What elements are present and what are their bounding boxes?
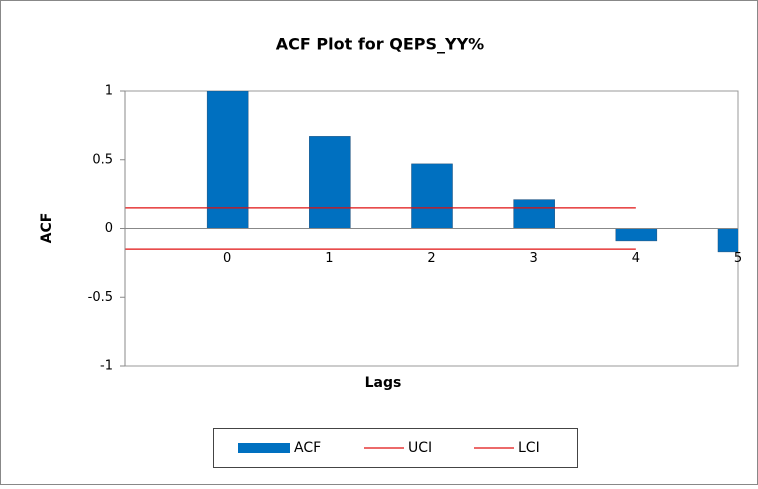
y-tick-label: -0.5 bbox=[88, 290, 113, 305]
bar bbox=[513, 199, 555, 229]
bar bbox=[411, 163, 453, 229]
y-tick-label: 0.5 bbox=[92, 152, 113, 167]
bar bbox=[717, 228, 738, 253]
y-axis-label: ACF bbox=[39, 213, 55, 244]
bar bbox=[615, 228, 658, 242]
y-tick-label: 1 bbox=[105, 84, 113, 99]
x-tick-label: 1 bbox=[325, 251, 333, 266]
x-axis-label: Lags bbox=[365, 375, 402, 391]
x-tick-label: 3 bbox=[530, 251, 538, 266]
y-tick-label: 0 bbox=[105, 221, 113, 236]
x-tick-label: 2 bbox=[427, 251, 435, 266]
plot bbox=[125, 91, 738, 253]
bar bbox=[309, 136, 351, 229]
y-tick-label: -1 bbox=[100, 359, 113, 374]
legend-label: LCI bbox=[518, 440, 540, 456]
x-tick-label: 5 bbox=[734, 251, 742, 266]
bar bbox=[206, 91, 249, 229]
x-tick-label: 0 bbox=[223, 251, 231, 266]
legend-label: ACF bbox=[294, 440, 321, 456]
legend-swatch bbox=[238, 443, 290, 453]
legend-label: UCI bbox=[408, 440, 432, 456]
chart-title: ACF Plot for QEPS_YY% bbox=[276, 35, 484, 54]
x-tick-label: 4 bbox=[632, 251, 640, 266]
